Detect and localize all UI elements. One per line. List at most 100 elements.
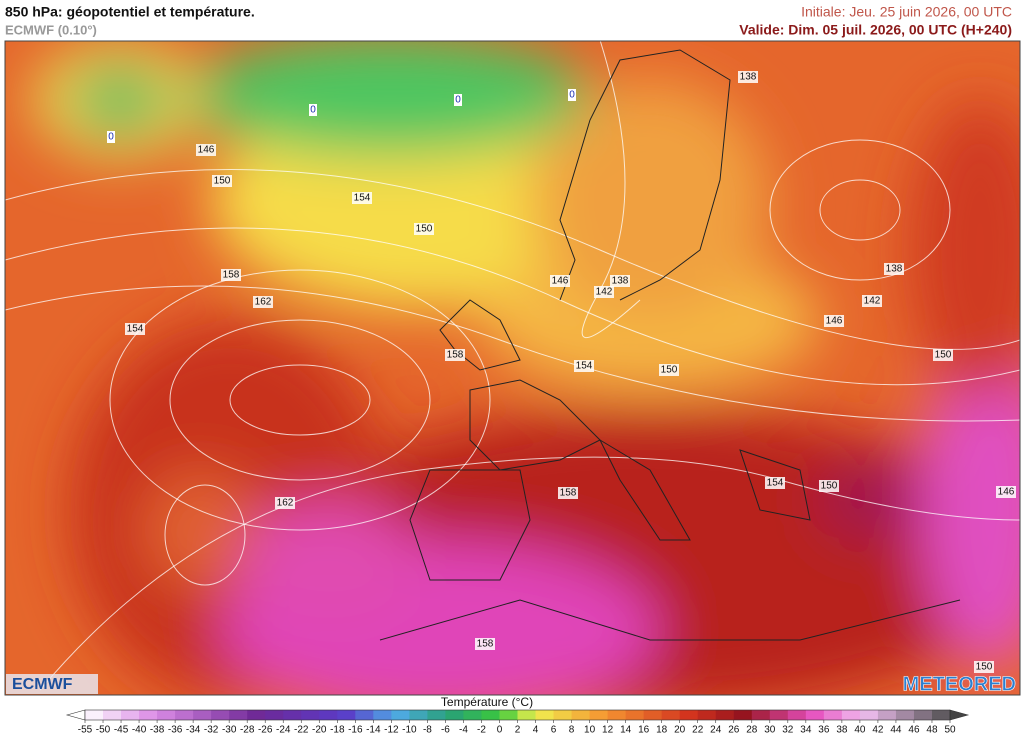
colorbar-cell xyxy=(121,710,140,720)
zero-label: 0 xyxy=(569,90,575,101)
colorbar-tick-label: -8 xyxy=(423,725,432,736)
colorbar-cell xyxy=(733,710,753,720)
colorbar-tick-label: 44 xyxy=(890,725,902,736)
colorbar-tick-label: -45 xyxy=(114,725,129,736)
contour-label: 162 xyxy=(255,297,272,308)
logo-box xyxy=(6,674,98,694)
temperature-field xyxy=(5,41,1020,695)
colorbar-cell xyxy=(265,710,284,720)
contour-label: 150 xyxy=(214,176,231,187)
colorbar-cell xyxy=(769,710,789,720)
colorbar-tick-label: 2 xyxy=(515,725,521,736)
contour-label: 162 xyxy=(277,498,294,509)
contour-label-bg xyxy=(974,661,994,673)
contour-label: 150 xyxy=(416,224,433,235)
colorbar-cell xyxy=(229,710,248,720)
colorbar-tick-label: 36 xyxy=(818,725,830,736)
contour-label-bg xyxy=(594,286,614,298)
title: 850 hPa: géopotentiel et température. xyxy=(5,4,255,20)
colorbar-cell xyxy=(625,710,645,720)
colorbar-tick-label: -36 xyxy=(168,725,183,736)
colorbar-cell xyxy=(409,710,428,720)
contour-label-bg xyxy=(196,144,216,156)
colorbar-tick-label: 8 xyxy=(569,725,575,736)
colorbar-cell xyxy=(823,710,843,720)
zero-label-bg xyxy=(309,104,317,116)
contour-label: 154 xyxy=(127,324,144,335)
contour-label: 142 xyxy=(596,287,613,298)
colorbar-tick-label: 10 xyxy=(584,725,596,736)
colorbar-cell xyxy=(661,710,681,720)
colorbar-tick-label: -26 xyxy=(258,725,273,736)
colorbar-cell xyxy=(607,710,627,720)
contour-label: 150 xyxy=(661,365,678,376)
colorbar-cell xyxy=(337,710,356,720)
colorbar-cell xyxy=(715,710,735,720)
colorbar-tick-label: 38 xyxy=(836,725,848,736)
colorbar-tick-label: 32 xyxy=(782,725,794,736)
colorbar-cell xyxy=(679,710,699,720)
contour-label: 158 xyxy=(560,488,577,499)
zero-label-bg xyxy=(568,89,576,101)
colorbar-cell xyxy=(463,710,482,720)
colorbar-tick-label: -14 xyxy=(366,725,381,736)
contour-label-bg xyxy=(933,349,953,361)
contour-label: 158 xyxy=(223,270,240,281)
coastlines xyxy=(379,49,961,641)
contour-label-bg xyxy=(819,480,839,492)
zero-label: 0 xyxy=(108,132,114,143)
colorbar-tick-label: 24 xyxy=(710,725,722,736)
contour-label-bg xyxy=(765,477,785,489)
map-frame xyxy=(4,40,1021,696)
colorbar-tick-label: -6 xyxy=(441,725,450,736)
contour-label-bg xyxy=(212,175,232,187)
colorbar-cell xyxy=(427,710,446,720)
colorbar-cell xyxy=(697,710,717,720)
contour-label: 150 xyxy=(935,350,952,361)
colorbar-tick-label: 40 xyxy=(854,725,866,736)
contour-label-bg xyxy=(659,364,679,376)
colorbar-tick-label: -2 xyxy=(477,725,486,736)
colorbar-tick-label: -34 xyxy=(186,725,201,736)
colorbar-arrow-left xyxy=(65,709,86,721)
colorbar-tick-label: 50 xyxy=(944,725,956,736)
colorbar-tick-label: -40 xyxy=(132,725,147,736)
colorbar-cell xyxy=(589,710,609,720)
contour-label: 146 xyxy=(826,316,843,327)
colorbar-cell xyxy=(895,710,915,720)
colorbar-tick-label: 18 xyxy=(656,725,668,736)
zero-label: 0 xyxy=(455,95,461,106)
colorbar-cell xyxy=(301,710,320,720)
colorbar-cell xyxy=(445,710,464,720)
colorbar-tick-label: 30 xyxy=(764,725,776,736)
contour-label-bg xyxy=(275,497,295,509)
colorbar-tick-label: 6 xyxy=(551,725,557,736)
colorbar-tick-label: 22 xyxy=(692,725,704,736)
colorbar-tick-label: -20 xyxy=(312,725,327,736)
colorbar-cell xyxy=(103,710,122,720)
colorbar-tick-label: 4 xyxy=(533,725,539,736)
colorbar-tick-label: -18 xyxy=(330,725,345,736)
contours xyxy=(5,41,1020,691)
colorbar-tick-label: 14 xyxy=(620,725,632,736)
colorbar-cell xyxy=(571,710,591,720)
colorbar-tick-label: -38 xyxy=(150,725,165,736)
colorbar-cell xyxy=(787,710,807,720)
colorbar-cell xyxy=(139,710,158,720)
colorbar-tick-label: -24 xyxy=(276,725,291,736)
colorbar-cell xyxy=(805,710,825,720)
contour-label: 142 xyxy=(864,296,881,307)
colorbar-cell xyxy=(877,710,897,720)
zero-label: 0 xyxy=(310,105,316,116)
legend-title: Température (°C) xyxy=(441,695,533,709)
colorbar-cell xyxy=(283,710,302,720)
colorbar-cell xyxy=(535,710,555,720)
contour-label-bg xyxy=(253,296,273,308)
contour-label-bg xyxy=(414,223,434,235)
colorbar-tick-label: -22 xyxy=(294,725,309,736)
logo-meteored: METEORED xyxy=(903,673,1016,695)
colorbar-tick-label: 0 xyxy=(497,725,503,736)
contour-label-bg xyxy=(738,71,758,83)
colorbar-tick-label: 46 xyxy=(908,725,920,736)
colorbar-tick-label: 42 xyxy=(872,725,884,736)
